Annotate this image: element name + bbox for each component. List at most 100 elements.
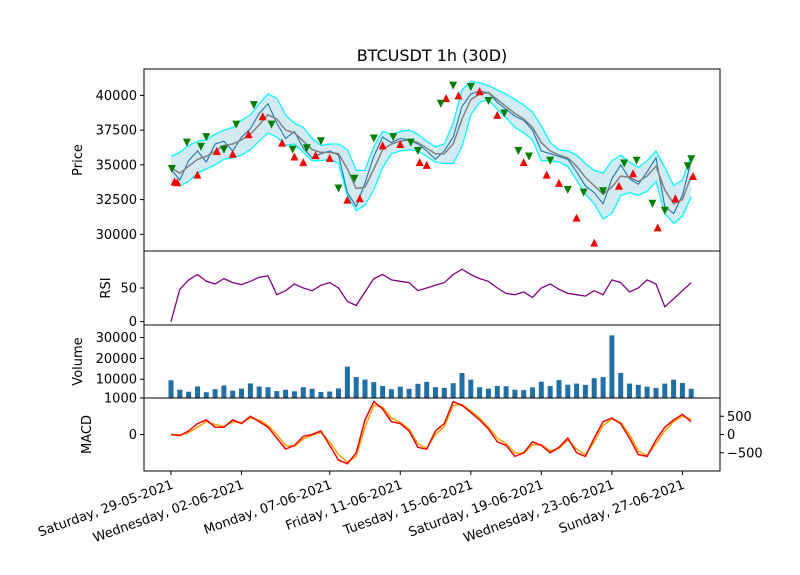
sell-signal-marker — [167, 165, 176, 174]
volume-bar — [459, 373, 465, 398]
volume-bar — [177, 389, 183, 398]
sell-signal-marker — [249, 101, 258, 110]
buy-signal-marker — [355, 194, 364, 203]
rsi-tick-label: 50 — [120, 282, 137, 297]
buy-signal-marker — [173, 178, 182, 187]
volume-bar — [485, 388, 491, 398]
sell-signal-marker — [369, 134, 378, 143]
buy-signal-marker — [325, 153, 334, 162]
rsi-tick-label: 0 — [129, 315, 137, 330]
sell-signal-marker — [466, 83, 475, 92]
sell-signal-marker — [334, 184, 343, 193]
volume-bar — [609, 335, 615, 398]
sell-signal-marker — [660, 206, 669, 215]
sell-signal-marker — [196, 142, 205, 151]
buy-signal-marker — [590, 238, 599, 247]
volume-bar — [265, 387, 271, 398]
volume-bar — [186, 391, 192, 398]
buy-signal-marker — [493, 110, 502, 119]
volume-bar — [344, 366, 350, 398]
buy-signal-marker — [378, 141, 387, 150]
volume-bar — [574, 383, 580, 398]
volume-bar — [380, 385, 386, 398]
buy-signal-marker — [614, 181, 623, 190]
buy-signal-marker — [422, 160, 431, 169]
volume-panel-frame — [143, 324, 721, 399]
volume-tick-label: 20000 — [96, 352, 137, 367]
buy-signal-marker — [258, 112, 267, 121]
price-tick-label: 30000 — [96, 228, 137, 243]
volume-bar — [547, 386, 553, 398]
sell-signal-marker — [202, 133, 211, 142]
volume-bar — [239, 388, 244, 398]
sell-signal-marker — [500, 109, 509, 118]
sell-signal-marker — [302, 144, 311, 153]
sell-signal-marker — [389, 133, 398, 142]
volume-bar — [230, 390, 236, 398]
volume-bar — [512, 389, 518, 398]
macd-line — [170, 400, 692, 465]
buy-signal-marker — [572, 213, 581, 222]
volume-bar — [468, 379, 474, 398]
volume-axis-title: Volume — [71, 337, 86, 385]
macd-left-tick-label: 0 — [129, 428, 137, 443]
volume-tick-label: 30000 — [96, 331, 137, 346]
volume-bar — [300, 387, 306, 398]
volume-bar — [679, 383, 685, 398]
close-price-line — [170, 90, 692, 215]
volume-bar — [168, 380, 174, 398]
sell-signal-marker — [350, 174, 359, 183]
buy-signal-marker — [629, 169, 638, 178]
volume-bar — [203, 392, 209, 398]
price-panel: 30000 32500 35000 37500 40000 Price — [71, 68, 721, 252]
volume-bar — [336, 388, 341, 398]
chart-title: BTCUSDT 1h (30D) — [357, 46, 508, 65]
buy-signal-marker — [299, 158, 308, 167]
buy-signal-marker — [653, 223, 662, 232]
sell-signal-marker — [599, 187, 608, 196]
buy-signal-marker — [542, 170, 551, 179]
sell-signal-marker — [406, 138, 415, 147]
volume-bar — [671, 379, 677, 398]
price-tick-label: 32500 — [96, 193, 137, 208]
volume-bar — [291, 391, 297, 398]
volume-bar — [415, 383, 421, 398]
price-tick-label: 35000 — [96, 158, 137, 173]
moving-average-line — [170, 91, 692, 205]
buy-signal-marker — [212, 146, 221, 155]
volume-bar — [424, 381, 430, 398]
volume-bar — [406, 388, 412, 398]
volume-bar — [212, 389, 218, 398]
macd-axis-title: MACD — [80, 415, 95, 454]
buy-signal-marker — [311, 151, 320, 160]
price-tick-label: 37500 — [96, 124, 137, 139]
bollinger-band-fill — [171, 81, 692, 224]
volume-bar — [538, 381, 544, 398]
price-axis-title: Price — [71, 144, 86, 176]
buy-signal-marker — [278, 138, 287, 147]
buy-signal-marker — [554, 178, 563, 187]
bollinger-lower-line — [170, 98, 692, 225]
price-tick-label: 40000 — [96, 89, 137, 104]
sell-signal-marker — [514, 146, 523, 155]
volume-bar — [450, 383, 456, 398]
volume-bar — [433, 387, 438, 398]
volume-bar — [591, 378, 597, 398]
buy-signal-marker — [689, 171, 697, 180]
rsi-line — [170, 268, 692, 322]
volume-bar — [221, 385, 227, 398]
macd-panel-frame — [143, 397, 721, 472]
buy-signal-marker — [396, 140, 405, 149]
rsi-panel: 0 50 RSI — [99, 250, 721, 330]
sell-signal-marker — [232, 120, 241, 129]
buy-signal-marker — [290, 152, 299, 161]
buy-signal-marker — [228, 149, 237, 158]
volume-bar — [362, 379, 368, 398]
sell-signal-marker — [648, 199, 657, 208]
sell-signal-marker — [579, 188, 588, 197]
buy-signal-marker — [244, 130, 253, 139]
macd-right-tick-label: −500 — [727, 446, 763, 461]
volume-bar — [318, 392, 324, 398]
buy-signal-marker — [415, 158, 424, 167]
buy-signal-marker — [671, 194, 680, 203]
